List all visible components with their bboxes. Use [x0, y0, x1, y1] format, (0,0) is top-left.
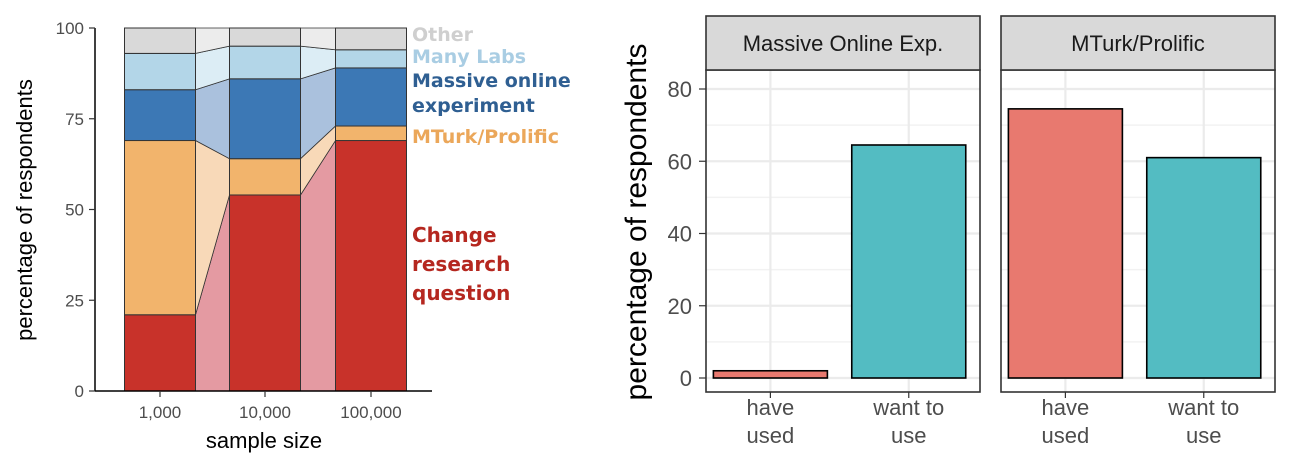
- bar: [1145, 156, 1262, 379]
- faceted-bar-chart: percentage of respondents 0 20 40 60 80 Mass…: [620, 15, 1276, 448]
- bar-segment: [229, 78, 301, 160]
- x-tick-label: used: [1042, 423, 1090, 448]
- bar: [712, 369, 829, 379]
- facet-panel: Massive Online Exp. have used want to use: [705, 15, 981, 448]
- x-tick-label: have: [1042, 395, 1090, 420]
- bar-segment: [229, 45, 301, 80]
- bar: [1007, 108, 1124, 379]
- x-tick-label: use: [891, 423, 926, 448]
- x-tick-label: want to: [872, 395, 944, 420]
- bar-segment: [124, 27, 196, 54]
- x-tick-label: use: [1186, 423, 1221, 448]
- facet-strip-label: MTurk/Prolific: [1071, 31, 1205, 56]
- x-axis-label: sample size: [206, 428, 322, 453]
- legend-label-change: Change: [412, 223, 497, 247]
- x-tick-label: have: [747, 395, 795, 420]
- y-ticks: 0 25 50 75 100: [56, 19, 95, 401]
- facet-panel: MTurk/Prolific have used want to use: [1000, 15, 1276, 448]
- y-tick-label: 100: [56, 19, 84, 38]
- right-y-tick-label: 0: [680, 366, 692, 391]
- legend-label-massive: experiment: [412, 95, 535, 117]
- bar-segment: [335, 67, 407, 127]
- bar-segment: [124, 89, 196, 142]
- x-tick-label: 100,000: [340, 403, 401, 422]
- bar-segment: [229, 158, 301, 196]
- bar-segment: [124, 140, 196, 316]
- bar-segment: [335, 27, 407, 51]
- right-y-tick-label: 80: [668, 77, 692, 102]
- y-tick-label: 75: [65, 110, 84, 129]
- right-y-ticks: 0 20 40 60 80: [668, 77, 706, 391]
- facet-strip-label: Massive Online Exp.: [743, 31, 944, 56]
- connector-band: [300, 27, 336, 51]
- bar-segment: [335, 49, 407, 69]
- legend-label-change: question: [412, 281, 510, 305]
- stacked-bars: [124, 27, 407, 392]
- x-tick-label: 10,000: [239, 403, 291, 422]
- y-tick-label: 25: [65, 291, 84, 310]
- right-y-tick-label: 20: [668, 294, 692, 319]
- legend-label-massive: Massive online: [412, 70, 571, 92]
- facet-strip: [1000, 15, 1276, 71]
- y-tick-label: 50: [65, 201, 84, 220]
- legend-label-other: Other: [412, 24, 474, 46]
- bar-segment: [229, 27, 301, 47]
- bar-segment: [335, 125, 407, 142]
- legend-label-change: research: [412, 252, 510, 276]
- y-tick-label: 0: [75, 382, 84, 401]
- bar: [850, 144, 967, 379]
- bar-segment: [124, 52, 196, 91]
- connector-bands: [195, 27, 336, 392]
- bar-segment: [229, 194, 301, 392]
- y-axis-label: percentage of respondents: [12, 79, 37, 341]
- x-tick-label: want to: [1167, 395, 1239, 420]
- right-y-axis-label: percentage of respondents: [620, 44, 653, 401]
- right-y-tick-label: 40: [668, 222, 692, 247]
- bar-segment: [335, 140, 407, 392]
- stacked-bar-chart: 0 25 50 75 100 1,000 10,000 100,000 sample siz…: [12, 19, 573, 453]
- right-y-tick-label: 60: [668, 149, 692, 174]
- legend-label-many-labs: Many Labs: [412, 46, 526, 68]
- facet-strip: [705, 15, 981, 71]
- bar-segment: [124, 314, 196, 392]
- legend-label-mturk: MTurk/Prolific: [412, 126, 559, 148]
- x-ticks: 1,000 10,000 100,000: [139, 391, 402, 422]
- x-tick-label: used: [747, 423, 795, 448]
- x-tick-label: 1,000: [139, 403, 182, 422]
